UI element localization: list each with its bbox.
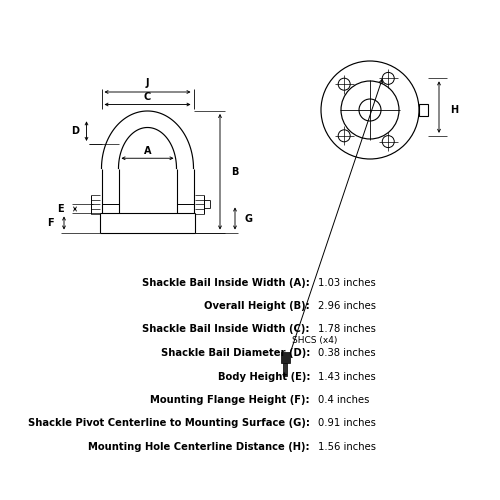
Text: F: F [48,218,54,228]
Text: 1.43 inches: 1.43 inches [318,372,375,382]
Text: B: B [231,166,238,176]
Text: Shackle Pivot Centerline to Mounting Surface (G):: Shackle Pivot Centerline to Mounting Sur… [28,418,310,428]
Text: 0.38 inches: 0.38 inches [318,348,375,358]
Text: 1.78 inches: 1.78 inches [318,324,376,334]
Text: A: A [144,146,151,156]
Text: G: G [244,214,252,224]
Text: Mounting Hole Centerline Distance (H):: Mounting Hole Centerline Distance (H): [88,442,310,452]
Text: Mounting Flange Height (F):: Mounting Flange Height (F): [150,395,310,405]
Bar [419,104,428,116]
Text: Shackle Bail Inside Width (C):: Shackle Bail Inside Width (C): [142,324,310,334]
Text: C: C [144,92,151,102]
Text: Overall Height (B):: Overall Height (B): [204,301,310,311]
Text: Shackle Bail Inside Width (A):: Shackle Bail Inside Width (A): [142,278,310,287]
Bar [280,352,289,363]
Text: Shackle Bail Diameter (D):: Shackle Bail Diameter (D): [160,348,310,358]
Bar [283,363,287,376]
Text: SHCS (x4): SHCS (x4) [292,336,338,345]
Text: H: H [450,105,458,115]
Text: 1.03 inches: 1.03 inches [318,278,375,287]
Text: E: E [58,204,64,214]
Text: Body Height (E):: Body Height (E): [218,372,310,382]
Text: 0.4 inches: 0.4 inches [318,395,369,405]
Text: 2.96 inches: 2.96 inches [318,301,376,311]
Text: 0.91 inches: 0.91 inches [318,418,376,428]
Text: J: J [146,78,149,88]
Text: D: D [72,126,80,136]
Text: 1.56 inches: 1.56 inches [318,442,376,452]
